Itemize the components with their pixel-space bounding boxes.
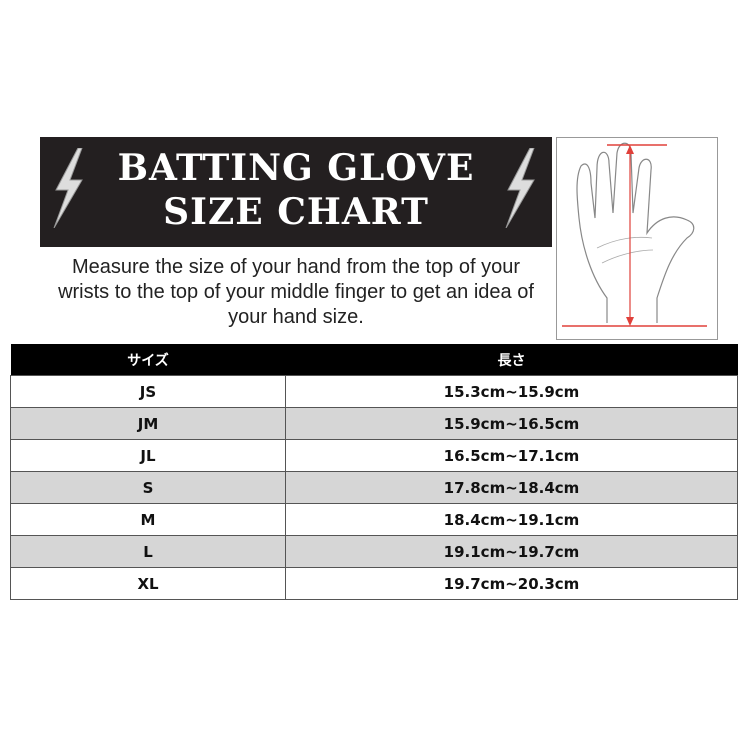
table-row: JM 15.9cm~16.5cm bbox=[10, 407, 738, 440]
title-line-2: SIZE CHART bbox=[163, 191, 429, 233]
page-title: BATTING GLOVE SIZE CHART bbox=[60, 146, 532, 234]
table-header: サイズ 長さ bbox=[10, 344, 738, 376]
header-size: サイズ bbox=[10, 344, 286, 376]
length-cell: 19.1cm~19.7cm bbox=[285, 535, 738, 568]
size-cell: JM bbox=[10, 407, 286, 440]
length-cell: 19.7cm~20.3cm bbox=[285, 567, 738, 600]
measurement-instructions: Measure the size of your hand from the t… bbox=[58, 256, 534, 328]
size-cell: JL bbox=[10, 439, 286, 472]
lightning-bolt-icon bbox=[505, 148, 535, 228]
length-cell: 18.4cm~19.1cm bbox=[285, 503, 738, 536]
hand-icon bbox=[562, 142, 707, 327]
table-row: JL 16.5cm~17.1cm bbox=[10, 439, 738, 472]
length-cell: 16.5cm~17.1cm bbox=[285, 439, 738, 472]
header-length: 長さ bbox=[285, 344, 738, 376]
length-cell: 17.8cm~18.4cm bbox=[285, 471, 738, 504]
length-cell: 15.9cm~16.5cm bbox=[285, 407, 738, 440]
size-cell: XL bbox=[10, 567, 286, 600]
table-row: XL 19.7cm~20.3cm bbox=[10, 567, 738, 600]
table-row: M 18.4cm~19.1cm bbox=[10, 503, 738, 536]
table-row: L 19.1cm~19.7cm bbox=[10, 535, 738, 568]
table-row: JS 15.3cm~15.9cm bbox=[10, 375, 738, 408]
size-cell: S bbox=[10, 471, 286, 504]
lightning-bolt-icon bbox=[53, 148, 83, 228]
size-cell: M bbox=[10, 503, 286, 536]
size-cell: L bbox=[10, 535, 286, 568]
title-line-1: BATTING GLOVE bbox=[117, 147, 475, 189]
title-banner bbox=[40, 137, 552, 247]
size-table: サイズ 長さ JS 15.3cm~15.9cm JM 15.9cm~16.5cm J… bbox=[10, 344, 738, 600]
length-cell: 15.3cm~15.9cm bbox=[285, 375, 738, 408]
table-row: S 17.8cm~18.4cm bbox=[10, 471, 738, 504]
hand-measurement-illustration bbox=[556, 137, 718, 340]
size-cell: JS bbox=[10, 375, 286, 408]
